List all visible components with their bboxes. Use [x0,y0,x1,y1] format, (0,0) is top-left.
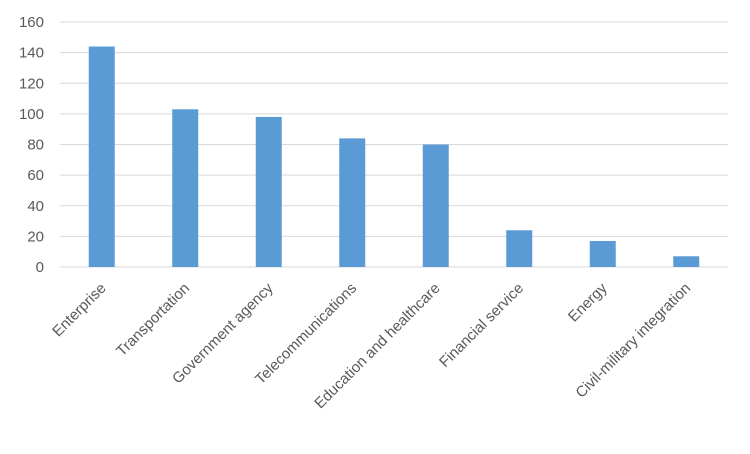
bar [339,138,366,267]
bar [422,144,449,267]
y-tick-label: 0 [36,259,44,276]
bar [589,240,616,267]
bar [88,46,115,267]
bar [673,256,700,267]
bar [506,230,533,267]
bars [88,46,700,267]
y-tick-label: 140 [19,45,44,62]
y-tick-label: 160 [19,14,44,31]
y-tick-label: 120 [19,75,44,92]
gridlines [60,21,728,268]
x-tick-label: Transportation [113,280,193,360]
x-tick-label: Enterprise [49,280,109,340]
y-tick-label: 60 [27,167,44,184]
y-axis-ticks: 0 20 40 60 80 100 120 140 160 [19,14,44,276]
x-tick-label: Energy [565,279,611,325]
x-tick-label: Financial service [436,280,527,371]
y-tick-label: 20 [27,228,44,245]
y-tick-label: 40 [27,198,44,215]
bar [172,109,199,267]
y-tick-label: 100 [19,106,44,123]
y-tick-label: 80 [27,137,44,154]
bar [255,116,282,267]
